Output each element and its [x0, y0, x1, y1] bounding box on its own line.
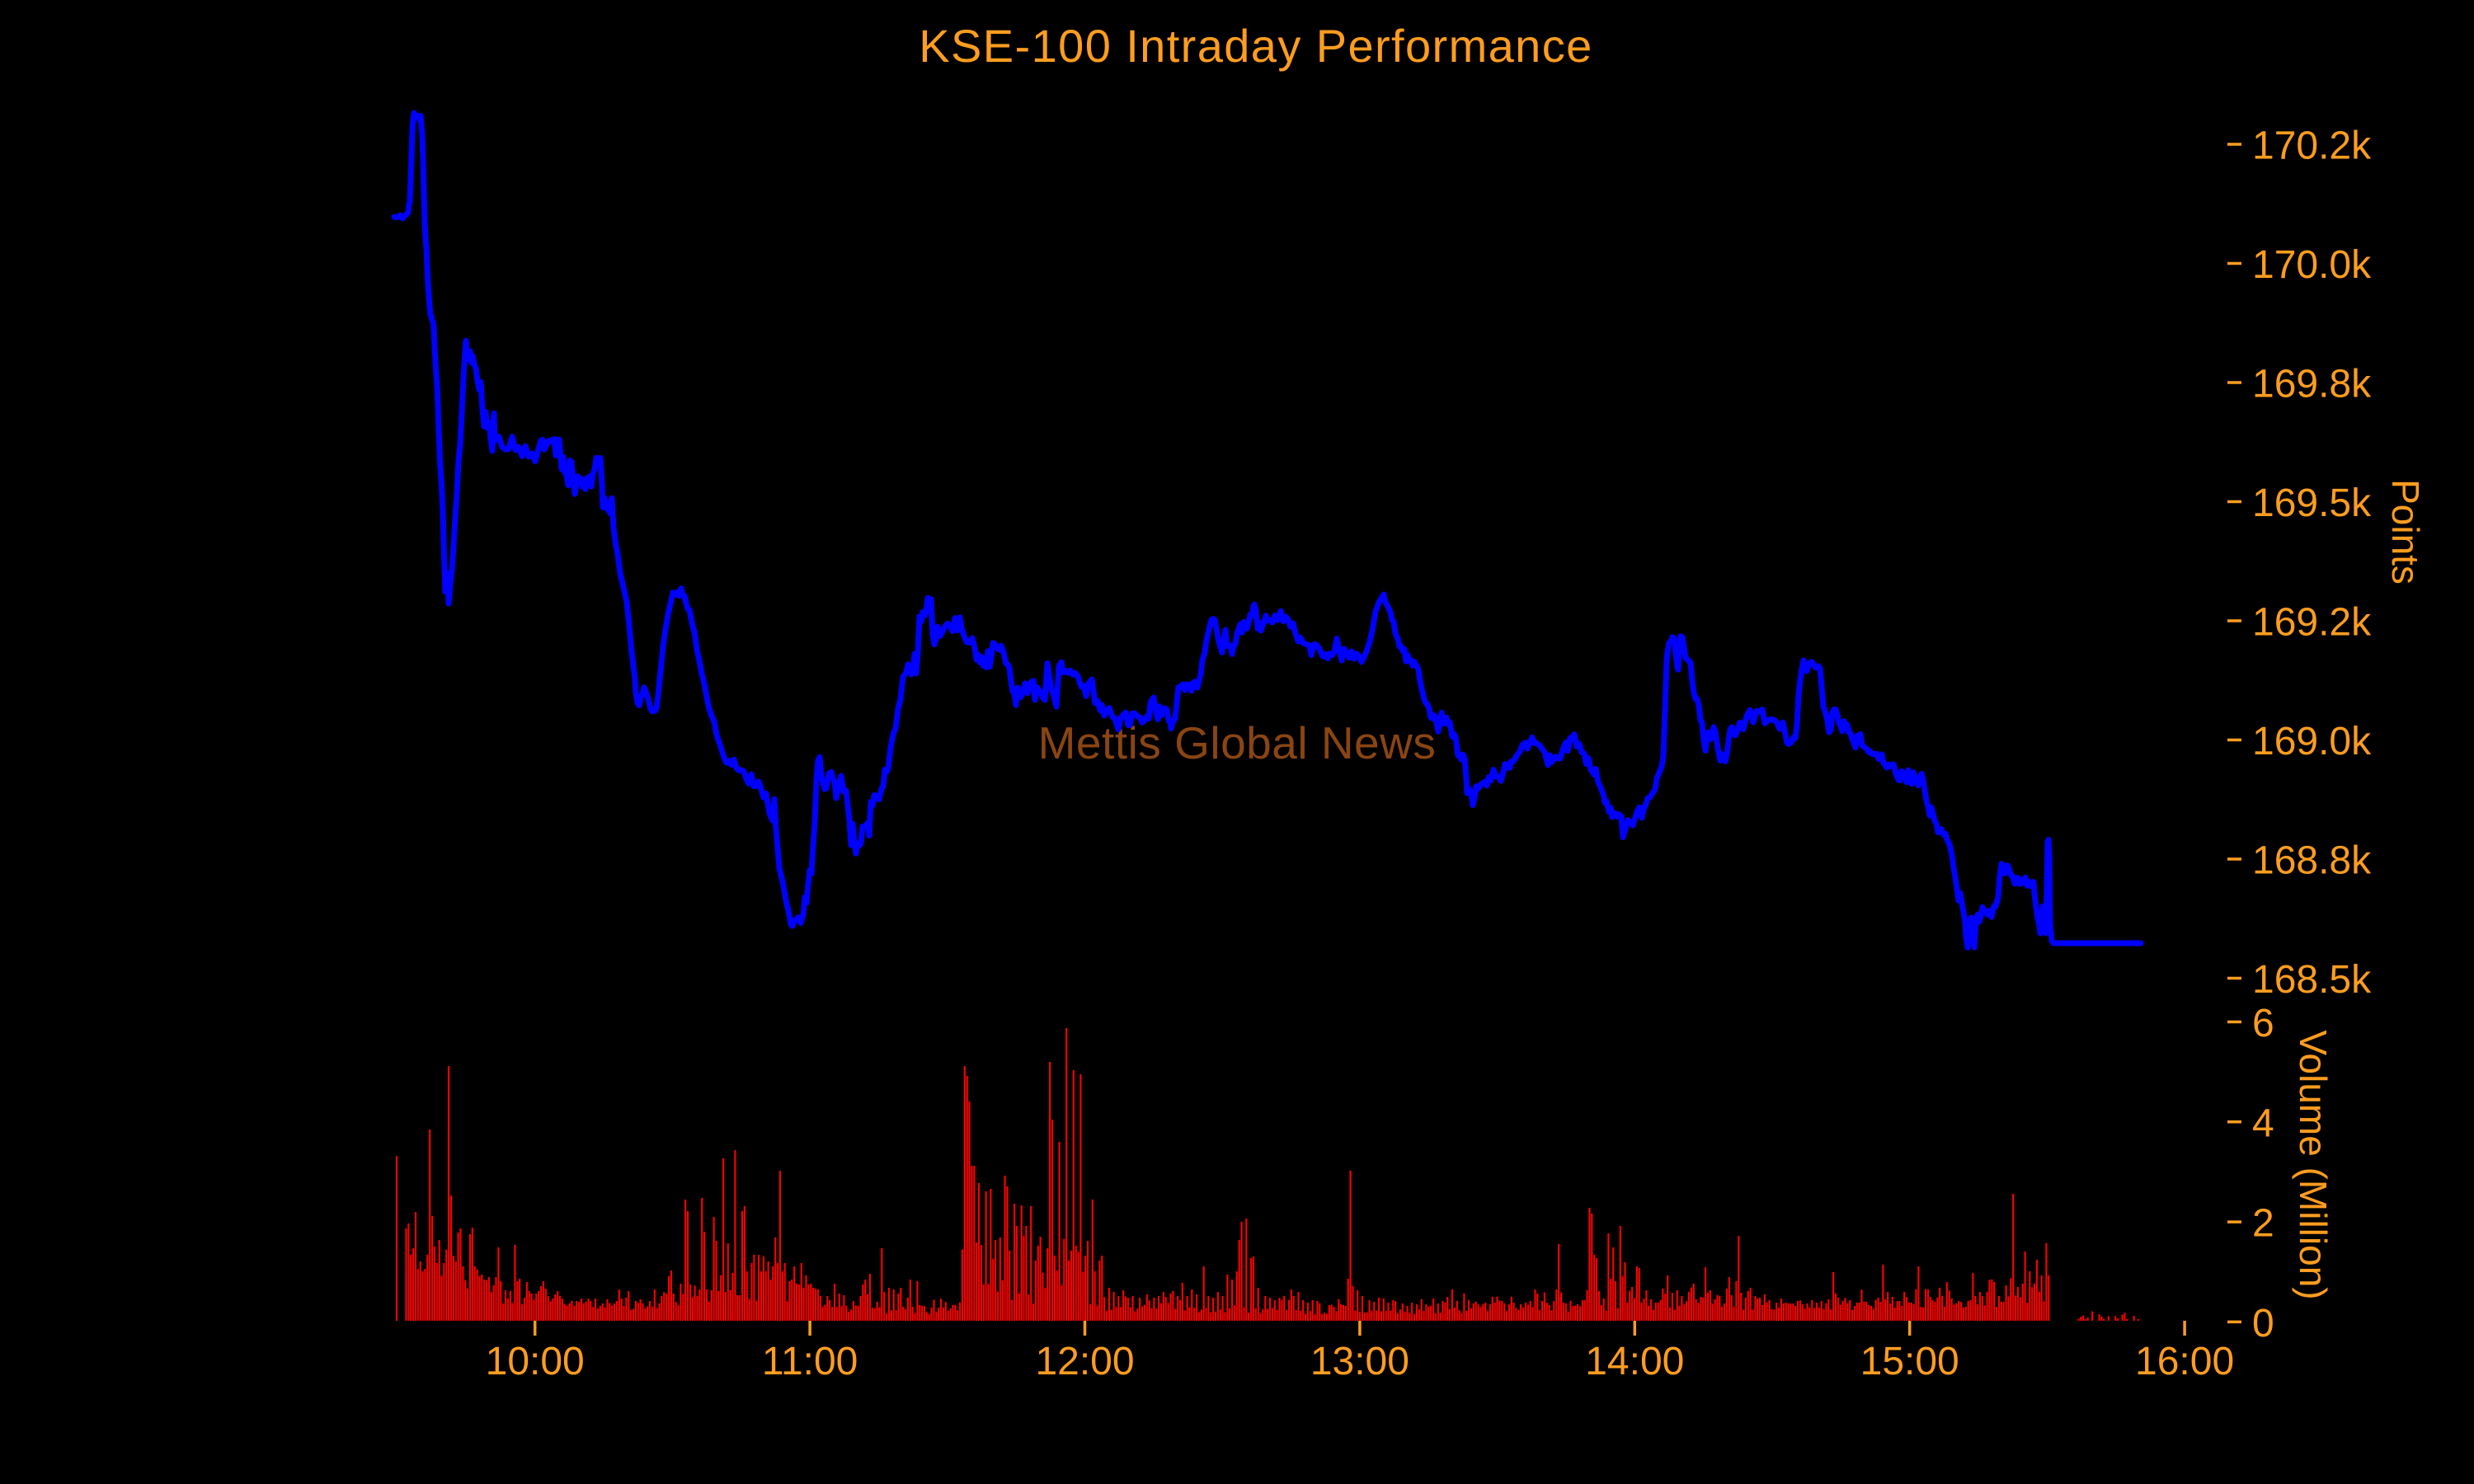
svg-text:10:00: 10:00 [486, 1340, 585, 1383]
svg-text:170.0k: 170.0k [2252, 243, 2372, 287]
svg-text:15:00: 15:00 [1860, 1340, 1959, 1383]
svg-text:168.5k: 168.5k [2252, 958, 2372, 1002]
svg-text:11:00: 11:00 [762, 1340, 858, 1383]
svg-text:12:00: 12:00 [1035, 1340, 1134, 1383]
svg-text:Points: Points [2384, 479, 2427, 585]
svg-text:169.2k: 169.2k [2252, 601, 2372, 645]
svg-text:13:00: 13:00 [1310, 1340, 1409, 1383]
svg-text:6: 6 [2252, 1002, 2274, 1045]
svg-text:KSE-100 Intraday Performance: KSE-100 Intraday Performance [919, 20, 1592, 72]
svg-text:4: 4 [2252, 1101, 2274, 1145]
svg-text:14:00: 14:00 [1585, 1340, 1684, 1383]
svg-text:Volume (Million): Volume (Million) [2292, 1030, 2335, 1299]
svg-text:Mettis Global News: Mettis Global News [1038, 717, 1437, 768]
svg-text:169.0k: 169.0k [2252, 720, 2372, 763]
svg-text:169.8k: 169.8k [2252, 363, 2372, 406]
svg-text:2: 2 [2252, 1202, 2274, 1246]
svg-text:170.2k: 170.2k [2252, 124, 2372, 168]
svg-text:16:00: 16:00 [2135, 1340, 2234, 1383]
svg-text:0: 0 [2252, 1302, 2274, 1345]
svg-text:168.8k: 168.8k [2252, 839, 2372, 883]
svg-text:169.5k: 169.5k [2252, 481, 2372, 525]
